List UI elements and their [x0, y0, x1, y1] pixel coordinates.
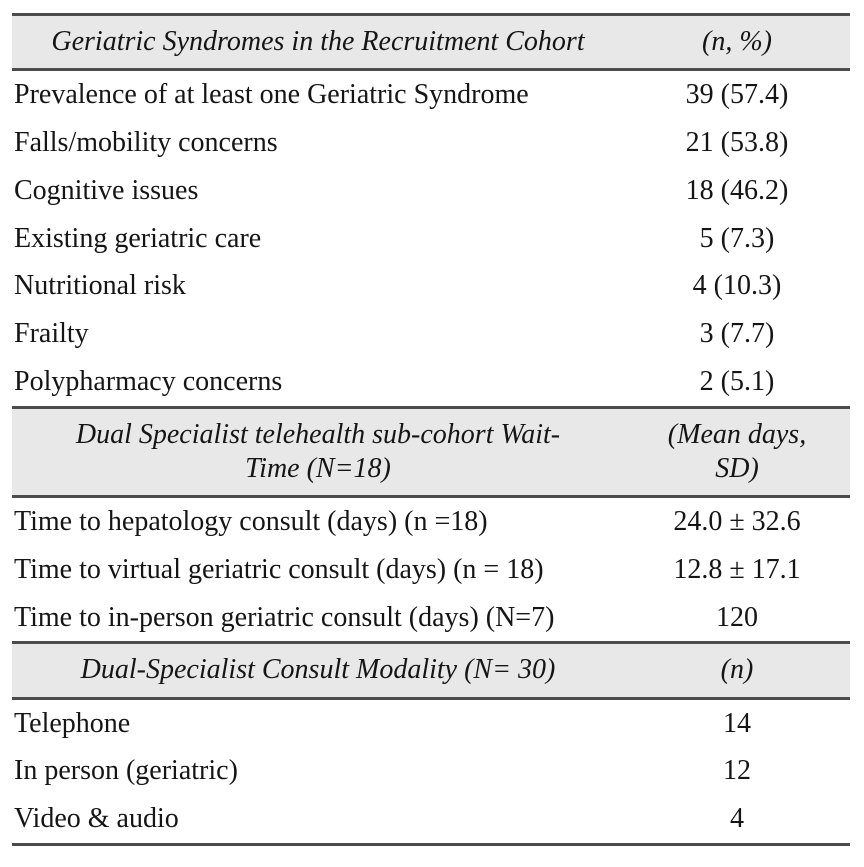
row-label: Prevalence of at least one Geriatric Syn… — [14, 79, 529, 111]
table-row: Video & audio 4 — [12, 795, 850, 844]
section-unit: (n, %) — [702, 26, 772, 57]
row-value: 5 (7.3) — [699, 222, 775, 254]
table-row: In person (geriatric) 12 — [12, 747, 850, 795]
table-row: Time to in-person geriatric consult (day… — [12, 594, 850, 643]
row-value: 39 (57.4) — [685, 79, 789, 111]
row-label: Falls/mobility concerns — [14, 126, 278, 158]
row-value: 12 — [723, 755, 751, 787]
row-label: In person (geriatric) — [14, 755, 238, 787]
row-value: 24.0 ± 32.6 — [673, 506, 801, 538]
section-title-cell: Dual Specialist telehealth sub-cohort Wa… — [12, 405, 624, 499]
row-value: 4 (10.3) — [692, 270, 782, 302]
section-header-consult-modality: Dual-Specialist Consult Modality (N= 30)… — [12, 641, 850, 700]
section-unit-cell: (n) — [624, 641, 850, 700]
row-label: Telephone — [14, 707, 131, 739]
row-value: 21 (53.8) — [685, 126, 789, 158]
row-label: Time to hepatology consult (days) (n =18… — [14, 506, 488, 538]
table-row: Falls/mobility concerns 21 (53.8) — [12, 119, 850, 167]
row-label: Time to virtual geriatric consult (days)… — [14, 553, 544, 585]
section-title-cell: Dual-Specialist Consult Modality (N= 30) — [12, 641, 624, 700]
table-row: Time to virtual geriatric consult (days)… — [12, 546, 850, 594]
row-label: Nutritional risk — [14, 270, 186, 302]
section-unit: (Mean days, SD) — [667, 418, 807, 484]
table-row: Existing geriatric care 5 (7.3) — [12, 215, 850, 263]
table-row: Frailty 3 (7.7) — [12, 310, 850, 358]
section-header-geriatric-syndromes: Geriatric Syndromes in the Recruitment C… — [12, 12, 850, 72]
row-value: 14 — [723, 707, 751, 739]
row-value: 4 — [730, 803, 744, 835]
row-label: Polypharmacy concerns — [14, 365, 283, 397]
table-row: Prevalence of at least one Geriatric Syn… — [12, 70, 850, 119]
table-row: Cognitive issues 18 (46.2) — [12, 167, 850, 215]
row-label: Cognitive issues — [14, 174, 199, 206]
row-value: 3 (7.7) — [699, 318, 775, 350]
section-header-wait-time: Dual Specialist telehealth sub-cohort Wa… — [12, 405, 850, 499]
section-unit-cell: (n, %) — [624, 12, 850, 72]
table-row: Nutritional risk 4 (10.3) — [12, 262, 850, 310]
row-label: Video & audio — [14, 803, 179, 835]
section-title-cell: Geriatric Syndromes in the Recruitment C… — [12, 12, 624, 72]
section-title: Dual Specialist telehealth sub-cohort Wa… — [75, 418, 561, 484]
table-row: Telephone 14 — [12, 698, 850, 747]
section-title: Geriatric Syndromes in the Recruitment C… — [51, 26, 585, 57]
row-value: 2 (5.1) — [699, 365, 775, 397]
row-value: 120 — [716, 601, 758, 633]
row-label: Frailty — [14, 318, 89, 350]
row-label: Existing geriatric care — [14, 222, 262, 254]
row-label: Time to in-person geriatric consult (day… — [14, 601, 555, 633]
section-unit-cell: (Mean days, SD) — [624, 405, 850, 499]
section-unit: (n) — [720, 654, 754, 686]
table-row: Polypharmacy concerns 2 (5.1) — [12, 358, 850, 407]
row-value: 18 (46.2) — [685, 174, 789, 206]
row-value: 12.8 ± 17.1 — [673, 553, 801, 585]
results-table: Geriatric Syndromes in the Recruitment C… — [12, 12, 850, 846]
section-title: Dual-Specialist Consult Modality (N= 30) — [80, 654, 556, 686]
table-row: Time to hepatology consult (days) (n =18… — [12, 497, 850, 546]
